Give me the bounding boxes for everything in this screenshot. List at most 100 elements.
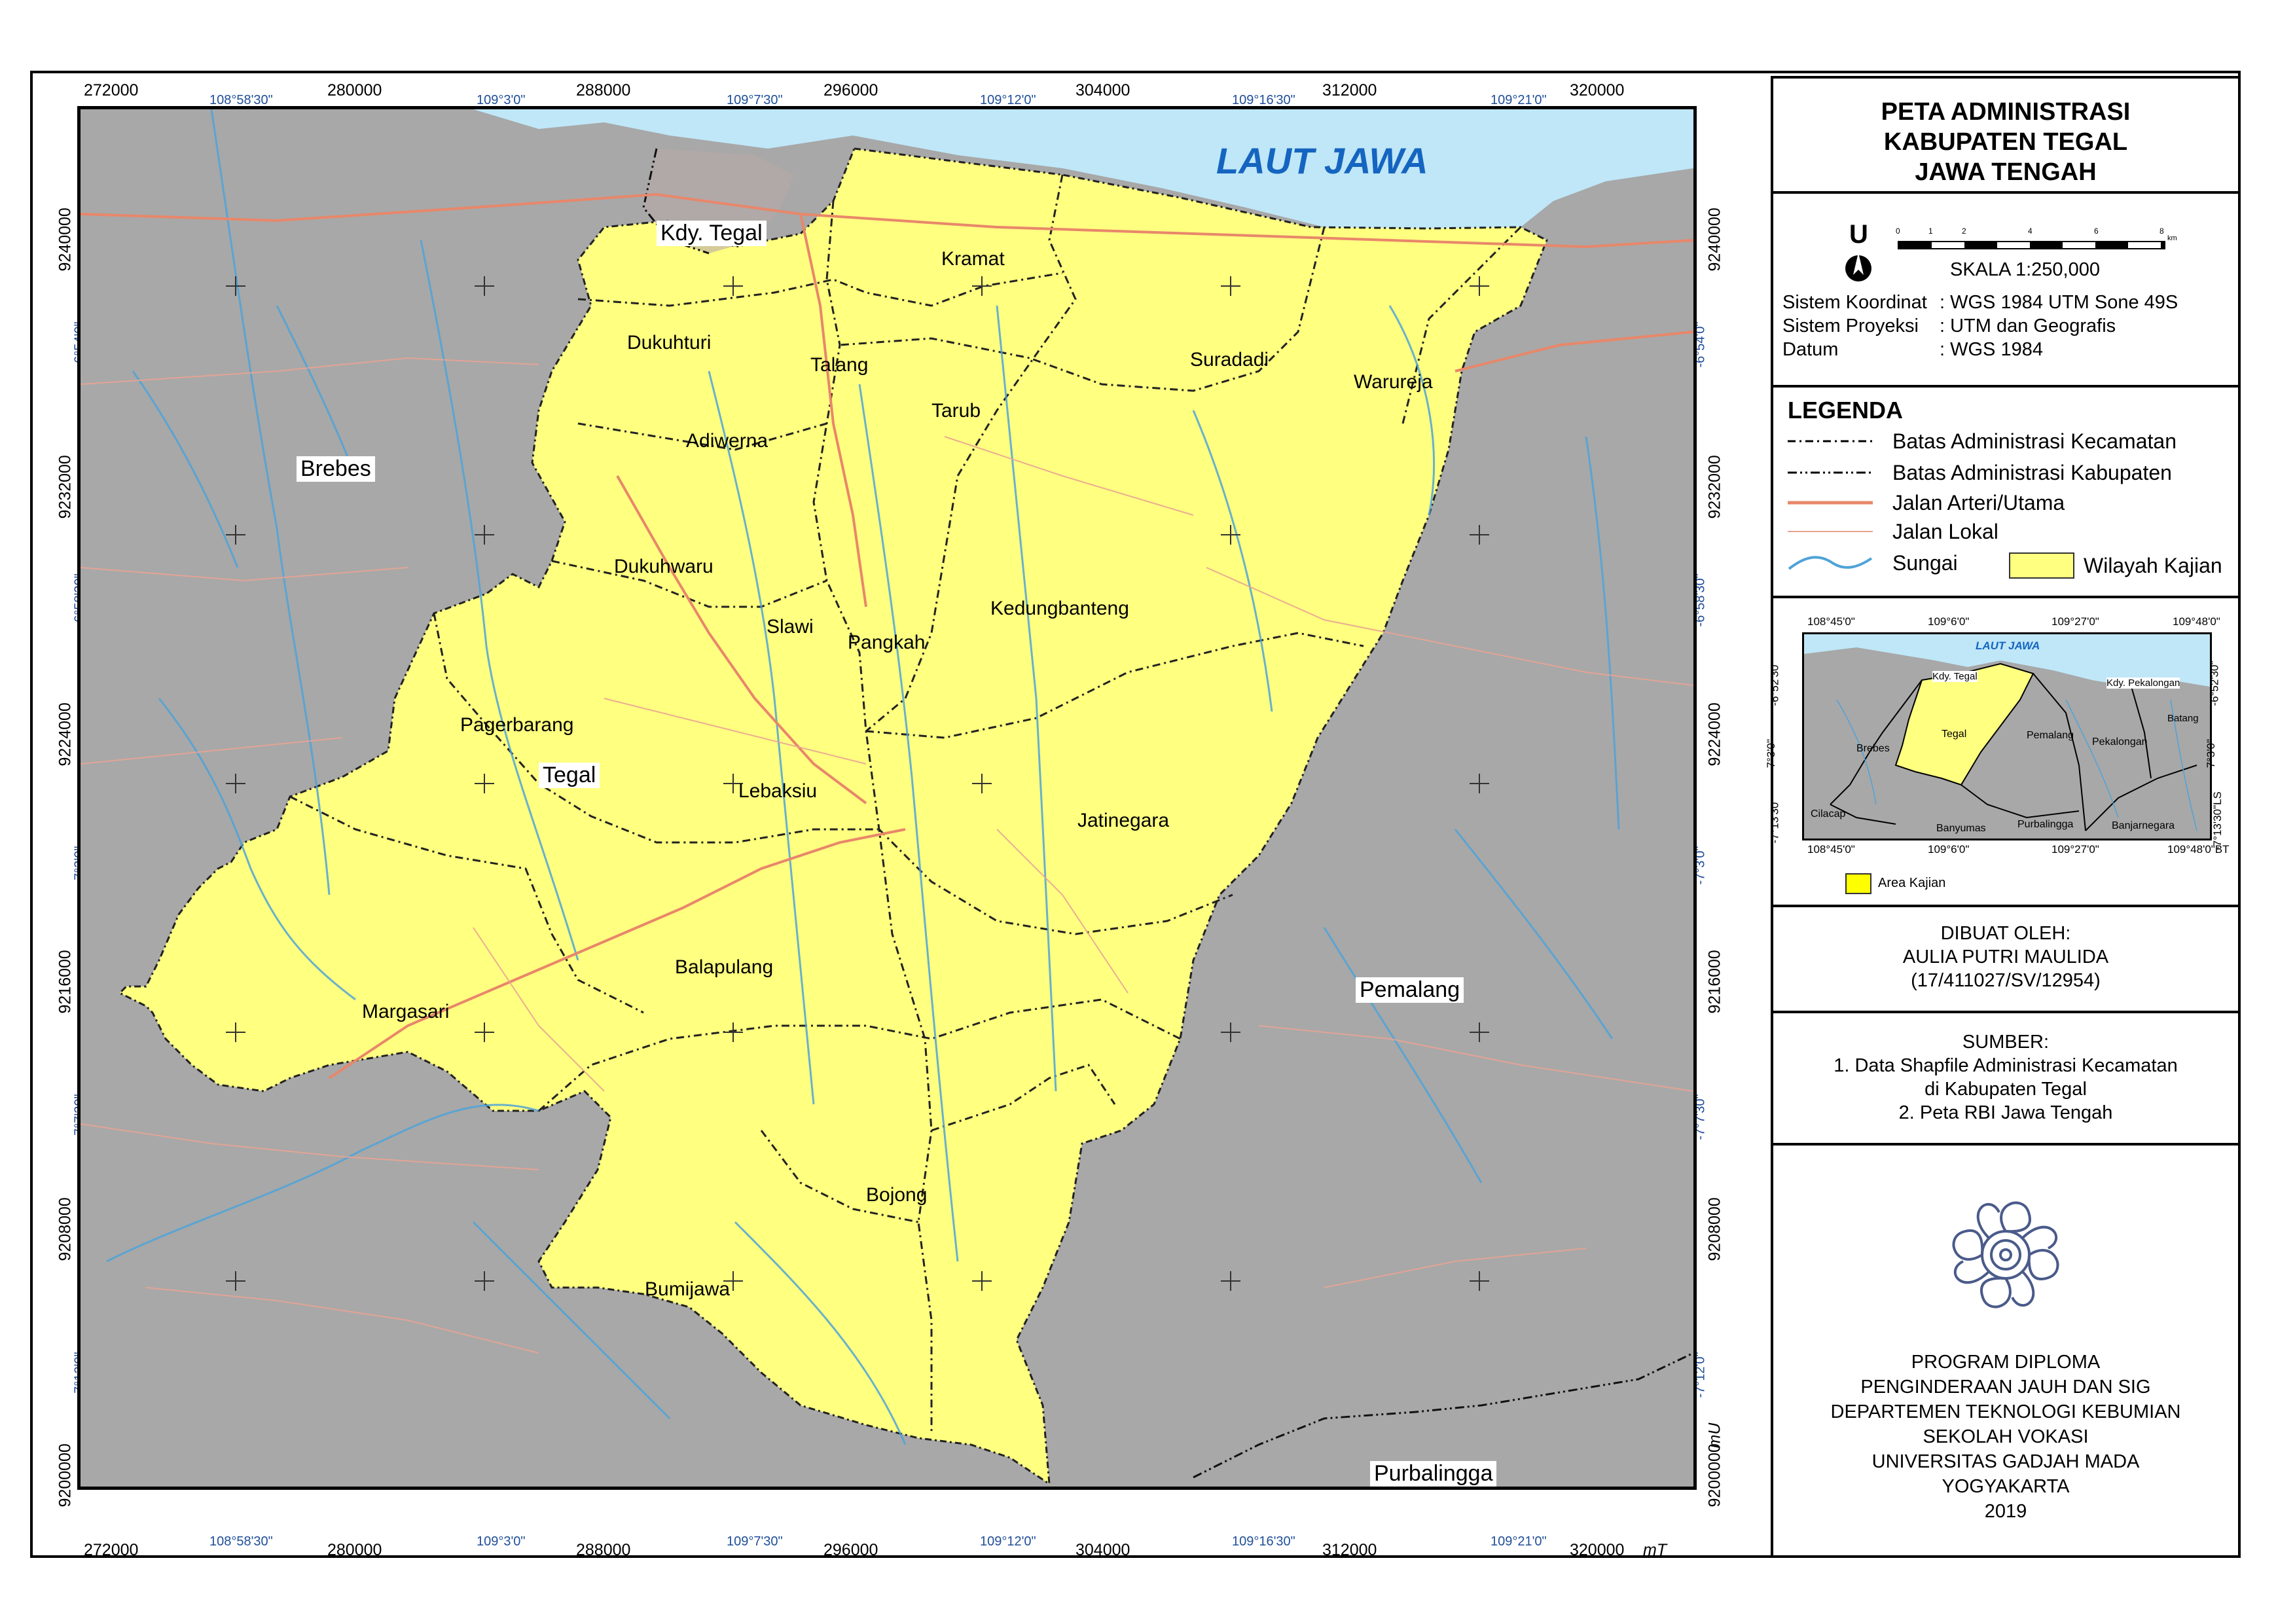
- inset-label: Banyumas: [1936, 823, 1986, 834]
- x-tick: 320000: [1570, 81, 1625, 99]
- inset-label: Purbalingga: [2017, 819, 2074, 830]
- coordinate-info: Sistem Koordinat: WGS 1984 UTM Sone 49S …: [1782, 291, 2178, 361]
- x-tick: 296000: [823, 1541, 878, 1559]
- institution-line: YOGYAKARTA: [1942, 1476, 2070, 1497]
- institution-panel: PROGRAM DIPLOMA PENGINDERAAN JAUH DAN SI…: [1771, 1143, 2241, 1558]
- scale-bar-label: 8: [2159, 226, 2164, 236]
- scale-text: SKALA 1:250,000: [1950, 259, 2100, 280]
- source-heading: SUMBER:: [1962, 1032, 2050, 1053]
- kecamatan-boundary-symbol: [1788, 440, 1873, 442]
- district-boundaries: [289, 174, 1522, 1432]
- main-roads: [81, 192, 1693, 1079]
- district-label: Jatinegara: [1077, 810, 1170, 831]
- institution-year: 2019: [1984, 1501, 2027, 1522]
- scale-bar-label: 0: [1896, 226, 1900, 236]
- legend-panel: LEGENDA Batas Administrasi Kecamatan Bat…: [1771, 385, 2241, 598]
- scale-bar: 0 1 2 4 6 8 km: [1896, 226, 2258, 253]
- x-geo-tick: 109°12'0": [980, 93, 1036, 107]
- district-label: Adiwerna: [686, 430, 768, 452]
- legend-label: Batas Administrasi Kecamatan: [1892, 429, 2177, 453]
- district-label: Dukuhwaru: [614, 556, 714, 577]
- x-geo-tick: 109°16'30": [1232, 93, 1295, 107]
- inset-label: Brebes: [1856, 743, 1890, 754]
- region-label-purbalingga: Purbalingga: [1370, 1461, 1497, 1487]
- x-tick: 296000: [823, 81, 878, 99]
- x-geo-tick: 109°7'30": [727, 93, 783, 107]
- institution-line: DEPARTEMEN TEKNOLOGI KEBUMIAN: [1830, 1401, 2181, 1422]
- institution-line: SEKOLAH VOKASI: [1923, 1426, 2089, 1447]
- y-tick: 9232000: [1705, 455, 1724, 519]
- x-geo-tick: 109°3'0": [477, 93, 526, 107]
- y-tick: 9240000: [1705, 208, 1724, 272]
- y-tick: 9224000: [1705, 702, 1724, 767]
- main-road-symbol: [1788, 501, 1873, 505]
- inset-label: Tegal: [1942, 729, 1967, 740]
- region-label-kdy-tegal: Kdy. Tegal: [657, 221, 767, 246]
- inset-tick: -7°13'30": [1768, 798, 1781, 844]
- inset-tick: -7°3'0": [1765, 738, 1778, 772]
- info-label: Sistem Koordinat: [1782, 292, 1927, 313]
- district-label: Pagerbarang: [460, 714, 574, 736]
- inset-tick: -7°3'0": [2205, 738, 2218, 772]
- legend-label: Wilayah Kajian: [2084, 553, 2222, 577]
- district-label: Tarub: [931, 400, 981, 422]
- inset-tick: 109°27'0": [2051, 843, 2099, 856]
- legend-item: Wilayah Kajian: [2009, 552, 2222, 579]
- info-value: : UTM dan Geografis: [1940, 316, 2116, 336]
- kabupaten-boundary-symbol: [1788, 471, 1873, 474]
- y-unit-label: mU: [1705, 1422, 1724, 1449]
- y-tick: 9240000: [56, 208, 75, 272]
- scale-bar-label: 1: [1928, 226, 1933, 236]
- local-roads: [81, 357, 1693, 1354]
- y-tick: 9200000: [56, 1443, 75, 1507]
- north-arrow-icon: [1845, 253, 1871, 281]
- region-label-tegal: Tegal: [539, 763, 600, 788]
- institution-line: PROGRAM DIPLOMA: [1911, 1352, 2101, 1373]
- legend-label: Jalan Lokal: [1892, 519, 1998, 543]
- y-tick: 9208000: [56, 1197, 75, 1261]
- legend-item: Batas Administrasi Kabupaten: [1788, 460, 2172, 486]
- inset-panel: 108°45'0" 109°6'0" 109°27'0" 109°48'0" L…: [1765, 596, 2241, 907]
- x-tick: 304000: [1075, 1541, 1130, 1559]
- district-label: Suradadi: [1190, 349, 1269, 370]
- author-panel: DIBUAT OLEH: AULIA PUTRI MAULIDA (17/411…: [1771, 905, 2241, 1013]
- region-label-brebes: Brebes: [297, 456, 375, 482]
- x-geo-tick: 108°58'30": [209, 93, 273, 107]
- x-geo-tick: 109°21'0": [1491, 93, 1547, 107]
- inset-label: Banjarnegara: [2112, 820, 2175, 831]
- inset-tick: 109°48'0": [2173, 615, 2220, 628]
- x-unit-label: mT: [1643, 1541, 1667, 1559]
- y-tick: 9216000: [1705, 950, 1724, 1014]
- study-area-symbol: [2009, 552, 2074, 579]
- legend-title: LEGENDA: [1788, 397, 1904, 424]
- author-name: AULIA PUTRI MAULIDA: [1902, 947, 2109, 967]
- inset-canvas: [1804, 634, 2210, 831]
- inset-sea-label: LAUT JAWA: [1976, 640, 2040, 652]
- inset-legend-label: Area Kajian: [1878, 876, 1946, 890]
- inset-map[interactable]: LAUT JAWA Kdy. Tegal Kdy. Pekalongan Bre…: [1802, 632, 2212, 840]
- info-value: : WGS 1984 UTM Sone 49S: [1940, 292, 2178, 313]
- x-tick: 312000: [1322, 81, 1377, 99]
- x-geo-tick: 109°16'30": [1232, 1534, 1295, 1549]
- x-geo-tick: 109°21'0": [1491, 1534, 1547, 1549]
- inset-label: Cilacap: [1811, 808, 1846, 820]
- main-map[interactable]: LAUT JAWA Kramat Dukuhturi Talang Tarub …: [77, 106, 1697, 1490]
- inset-tick: 109°6'0": [1928, 615, 1970, 628]
- x-tick: 288000: [576, 1541, 631, 1559]
- region-label-pemalang: Pemalang: [1356, 977, 1464, 1003]
- district-label: Bojong: [866, 1184, 928, 1206]
- title-panel: PETA ADMINISTRASI KABUPATEN TEGAL JAWA T…: [1771, 76, 2241, 194]
- legend-item: Jalan Lokal: [1788, 518, 1998, 545]
- x-geo-tick: 109°7'30": [727, 1534, 783, 1549]
- info-value: : WGS 1984: [1940, 339, 2043, 360]
- district-label: Lebaksiu: [738, 780, 818, 802]
- x-tick: 312000: [1322, 1541, 1377, 1559]
- legend-label: Sungai: [1892, 550, 1958, 575]
- inset-tick: -6°52'30": [1768, 660, 1781, 706]
- inset-tick: -7°13'30"LS: [2211, 791, 2224, 850]
- study-area-tegal: [118, 147, 1548, 1486]
- inset-legend-symbol: [1845, 873, 1871, 894]
- inset-label: Kdy. Pekalongan: [2106, 677, 2180, 689]
- source-line: di Kabupaten Tegal: [1925, 1079, 2087, 1100]
- district-label: Kedungbanteng: [990, 598, 1129, 619]
